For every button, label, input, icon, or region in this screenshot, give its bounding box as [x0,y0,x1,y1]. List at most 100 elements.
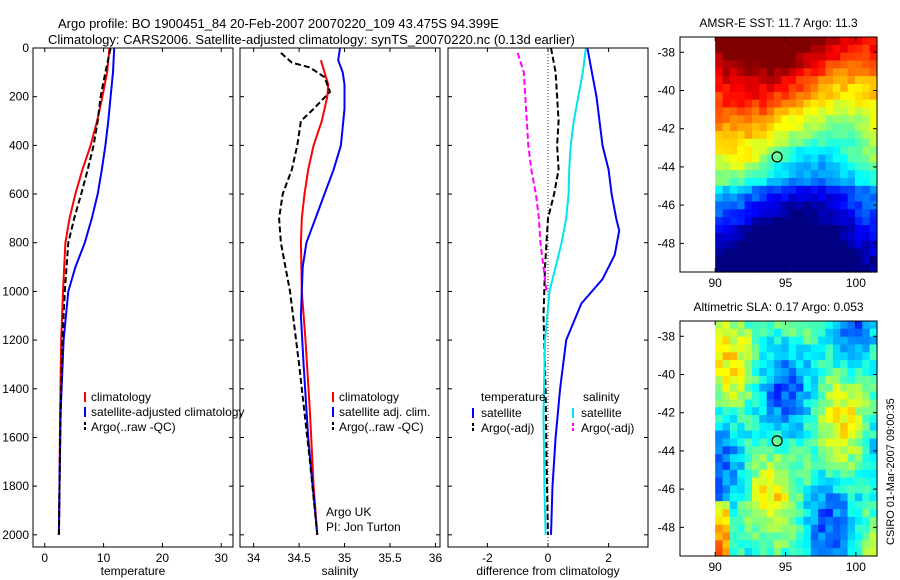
map-cell [759,438,768,447]
map-cell [759,154,768,163]
map-cell [766,446,775,455]
map-cell [729,383,738,393]
map-cell [774,477,782,487]
map-cell [737,485,746,494]
map-cell [854,509,863,518]
map-cell [788,84,797,93]
map-cell [766,37,775,46]
map-cell [715,509,724,518]
map-cell [803,344,812,353]
map-cell [722,240,731,250]
map-cell [847,256,856,265]
map-cell [869,438,878,447]
map-cell [869,469,878,479]
map-cell [854,516,863,526]
map-cell [832,438,841,447]
map-cell [766,516,775,526]
map-cell [832,477,841,487]
map-cell [854,217,863,226]
map-cell [715,375,724,385]
map-cell [737,493,746,502]
y-tick-label: -38 [658,329,676,343]
map-cell [832,138,841,148]
map-title: Altimetric SLA: 0.17 Argo: 0.053 [693,300,863,314]
map-cell [751,438,760,447]
map-cell [722,162,731,171]
map-cell [810,454,819,463]
plot-frame [447,47,649,548]
map-cell [832,52,841,62]
annotation-pi: PI: Jon Turton [326,520,401,534]
y-tick-label: 1000 [2,284,29,298]
map-cell [847,469,856,479]
map-cell [840,52,849,62]
map-cell [759,399,768,408]
map-cell [729,415,738,424]
map-cell [737,430,746,440]
map-cell [854,185,863,195]
x-tick-label: 34.5 [287,551,311,565]
series-line-blue [57,47,116,535]
map-cell [729,469,738,479]
map-panel-1: AMSR-E SST: 11.7 Argo: 11.3 -38 -40 -42 -44 -… [658,16,878,290]
map-cell [832,391,841,400]
map-cell [796,415,805,424]
map-cell [766,146,775,156]
map-cell [744,91,753,101]
map-cell [796,193,805,203]
map-cell [796,446,805,455]
map-cell [796,407,805,416]
map-cell [832,360,841,369]
map-cell [796,76,805,85]
map-cell [818,321,827,330]
map-cell [818,107,827,116]
map-cell [759,532,768,541]
map-cell [810,115,819,124]
map-cell [847,178,856,187]
map-cell [715,469,724,479]
map-cell [796,485,805,494]
map-cell [751,375,760,385]
map-cell [751,446,760,455]
map-cell [729,154,738,163]
map-cell [722,328,731,338]
map-cell [781,454,790,463]
map-cell [766,209,775,218]
map-cell [759,383,768,393]
map-cell [744,225,753,234]
map-cell [729,232,738,242]
map-cell [803,540,812,549]
map-cell [796,225,805,234]
map-cell [715,462,724,471]
map-cell [840,462,849,471]
map-cell [854,52,863,62]
map-cell [803,532,812,541]
map-cell [788,37,797,46]
map-cell [818,399,827,408]
map-cell [737,146,746,156]
map-cell [715,256,724,265]
map-cell [854,469,863,479]
map-cell [759,232,768,242]
map-cell [788,76,797,85]
map-cell [832,328,841,338]
map-cell [818,375,827,385]
map-cell [774,415,782,424]
map-cell [722,368,731,377]
map-cell [854,240,863,250]
map-cell [862,328,871,338]
map-cell [729,430,738,440]
map-cell [788,415,797,424]
map-cell [862,399,871,408]
map-cell [825,178,834,187]
map-cell [788,430,797,440]
map-cell [847,185,856,195]
map-cell [810,344,819,353]
map-cell [722,501,731,510]
map-cell [840,548,849,557]
map-cell [759,131,768,140]
map-cell [774,501,782,510]
map-cell [788,454,797,463]
map-cell [751,430,760,440]
map-cell [862,438,871,447]
